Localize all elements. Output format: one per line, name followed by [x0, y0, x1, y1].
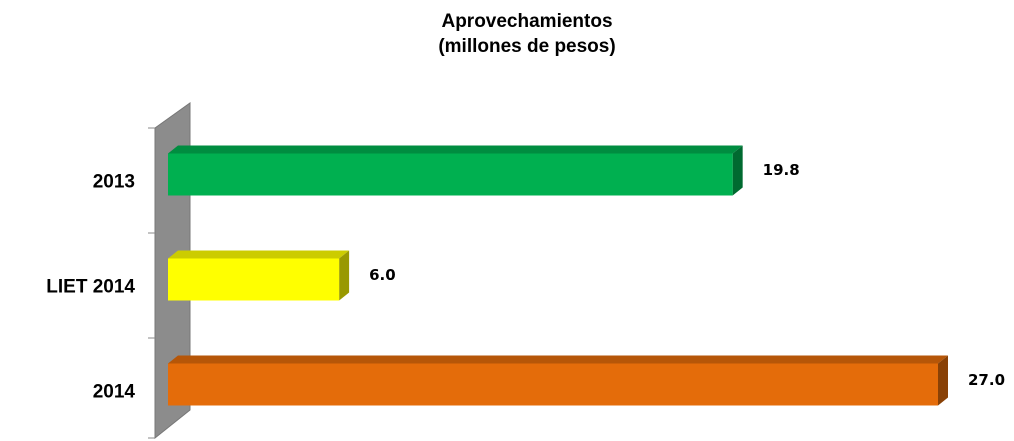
category-label: 2013 — [93, 172, 135, 193]
chart-title: Aprovechamientos — [441, 11, 612, 32]
bar — [168, 250, 350, 301]
chart-subtitle: (millones de pesos) — [438, 36, 615, 57]
category-label: LIET 2014 — [46, 277, 135, 298]
bar-side — [938, 355, 948, 406]
bar-side — [732, 145, 743, 196]
bar-front — [168, 363, 938, 406]
bar-front — [168, 153, 733, 196]
bar-top — [168, 250, 350, 259]
bar-top — [168, 145, 743, 154]
category-label: 2014 — [93, 382, 136, 403]
value-label: 19.8 — [763, 161, 800, 179]
bar-top — [168, 355, 948, 364]
bar — [168, 355, 948, 406]
bar-front — [168, 258, 340, 301]
value-label: 6.0 — [369, 266, 396, 284]
bar-side — [339, 250, 350, 301]
bar — [168, 145, 743, 196]
value-label: 27.0 — [968, 371, 1005, 389]
